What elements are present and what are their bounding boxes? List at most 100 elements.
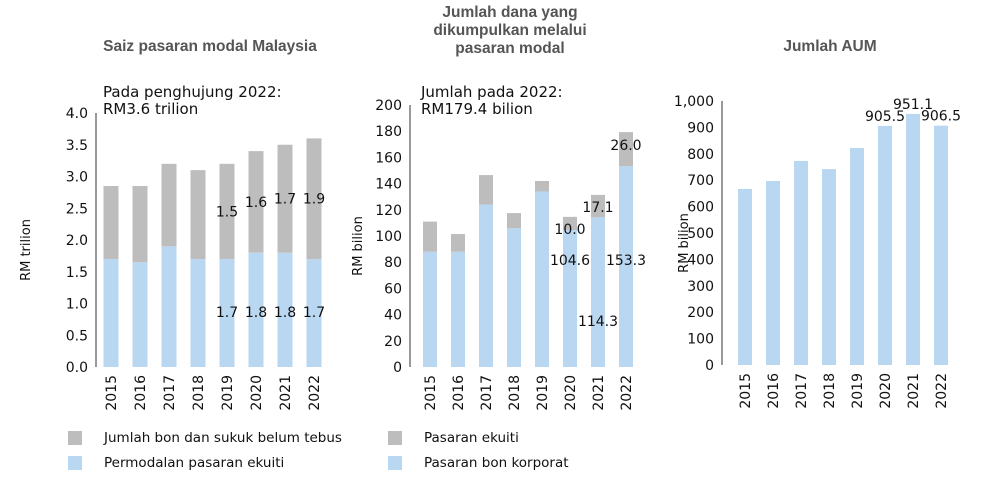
data-label: 114.3	[578, 314, 618, 330]
data-label: 10.0	[554, 222, 585, 238]
x-tick-label: 2021	[906, 373, 922, 409]
data-label: 153.3	[606, 253, 646, 269]
data-label: 1.8	[245, 305, 267, 321]
bar-blue	[248, 252, 264, 367]
y-tick-label: 500	[687, 226, 714, 242]
bar-grey	[451, 234, 465, 252]
bar-blue	[878, 125, 892, 365]
bar-blue	[507, 228, 521, 367]
data-label: 26.0	[610, 138, 641, 154]
legend-item-equity-market: Pasaran ekuiti	[388, 430, 519, 446]
bar-grey	[277, 144, 293, 253]
y-tick-label: 3.0	[66, 170, 88, 186]
x-tick-label: 2017	[479, 375, 495, 411]
y-tick-label: 2.5	[66, 201, 88, 217]
legend-swatch-grey	[388, 431, 402, 445]
y-tick-label: 1.5	[66, 265, 88, 281]
bar-blue	[906, 113, 920, 365]
y-axis-label: RM bilion	[351, 216, 366, 276]
bar-grey	[132, 186, 148, 263]
x-tick-label: 2022	[307, 375, 323, 411]
x-tick-label: 2017	[794, 373, 810, 409]
bar-blue	[822, 169, 836, 365]
bar-grey	[423, 221, 437, 252]
y-tick-label: 140	[375, 177, 402, 193]
bar-blue	[277, 252, 293, 367]
chart1-title: Saiz pasaran modal Malaysia	[103, 38, 317, 55]
x-tick-label: 2016	[133, 375, 149, 411]
data-label: 906.5	[921, 109, 961, 125]
bar-blue	[766, 180, 780, 365]
bar-grey	[190, 170, 206, 260]
x-tick-label: 2022	[619, 375, 635, 411]
legend-swatch-blue	[68, 456, 82, 470]
y-tick-label: 160	[375, 150, 402, 166]
x-tick-label: 2020	[563, 375, 579, 411]
chart2-title: Jumlah dana yang dikumpulkan melalui pas…	[433, 4, 587, 57]
bar-grey	[535, 180, 549, 192]
bar-blue	[161, 246, 177, 367]
x-tick-label: 2018	[191, 375, 207, 411]
y-tick-label: 100	[375, 229, 402, 245]
x-tick-label: 2016	[451, 375, 467, 411]
y-tick-label: 4.0	[66, 106, 88, 122]
bar-grey	[248, 151, 264, 253]
data-label: 1.5	[216, 204, 238, 220]
y-tick-label: 180	[375, 124, 402, 140]
legend-label: Pasaran bon korporat	[424, 455, 569, 471]
bar-grey	[619, 132, 633, 167]
bar-grey	[591, 194, 605, 218]
y-tick-label: 300	[687, 279, 714, 295]
bar-blue	[219, 259, 235, 367]
y-tick-label: 1,000	[674, 94, 714, 110]
x-tick-label: 2015	[423, 375, 439, 411]
y-tick-label: 800	[687, 147, 714, 163]
bar-blue	[738, 188, 752, 365]
legend-label: Jumlah bon dan sukuk belum tebus	[104, 430, 342, 446]
chart1-annotation: Pada penghujung 2022: RM3.6 trilion	[103, 83, 282, 118]
y-axis-label: RM bilion	[677, 213, 692, 273]
y-tick-label: 0	[705, 358, 714, 374]
y-tick-label: 2.0	[66, 233, 88, 249]
y-tick-label: 1.0	[66, 297, 88, 313]
data-label: 1.7	[303, 305, 325, 321]
bar-blue	[451, 251, 465, 367]
x-tick-label: 2019	[850, 373, 866, 409]
y-axis-label: RM trilion	[19, 219, 34, 281]
bar-blue	[479, 204, 493, 367]
x-tick-label: 2019	[220, 375, 236, 411]
data-label: 104.6	[550, 253, 590, 269]
data-label: 1.7	[274, 192, 296, 208]
x-tick-label: 2022	[934, 373, 950, 409]
y-tick-label: 0	[393, 360, 402, 376]
bar-grey	[306, 138, 322, 260]
chart2-annotation: Jumlah pada 2022: RM179.4 bilion	[421, 83, 563, 118]
bar-blue	[190, 259, 206, 367]
x-tick-label: 2021	[278, 375, 294, 411]
bar-blue	[619, 166, 633, 367]
data-label: 17.1	[582, 200, 613, 216]
legend-label: Permodalan pasaran ekuiti	[104, 455, 285, 471]
legend-swatch-blue	[388, 456, 402, 470]
bar-blue	[563, 229, 577, 367]
x-tick-label: 2017	[162, 375, 178, 411]
bar-blue	[934, 125, 948, 366]
bar-grey	[563, 216, 577, 230]
y-tick-label: 700	[687, 173, 714, 189]
y-tick-label: 200	[687, 305, 714, 321]
bar-blue	[850, 147, 864, 365]
y-tick-label: 20	[384, 334, 402, 350]
bar-blue	[535, 191, 549, 367]
chart3-title: Jumlah AUM	[783, 38, 877, 55]
data-label: 951.1	[893, 97, 933, 113]
bar-blue	[423, 251, 437, 367]
legend-item-corp-bond: Pasaran bon korporat	[388, 455, 569, 471]
bar-blue	[132, 262, 148, 367]
y-tick-label: 100	[687, 332, 714, 348]
x-tick-label: 2018	[822, 373, 838, 409]
legend-item-equity-cap: Permodalan pasaran ekuiti	[68, 455, 284, 471]
bar-grey	[219, 163, 235, 260]
bar-grey	[103, 186, 119, 260]
x-tick-label: 2021	[591, 375, 607, 411]
